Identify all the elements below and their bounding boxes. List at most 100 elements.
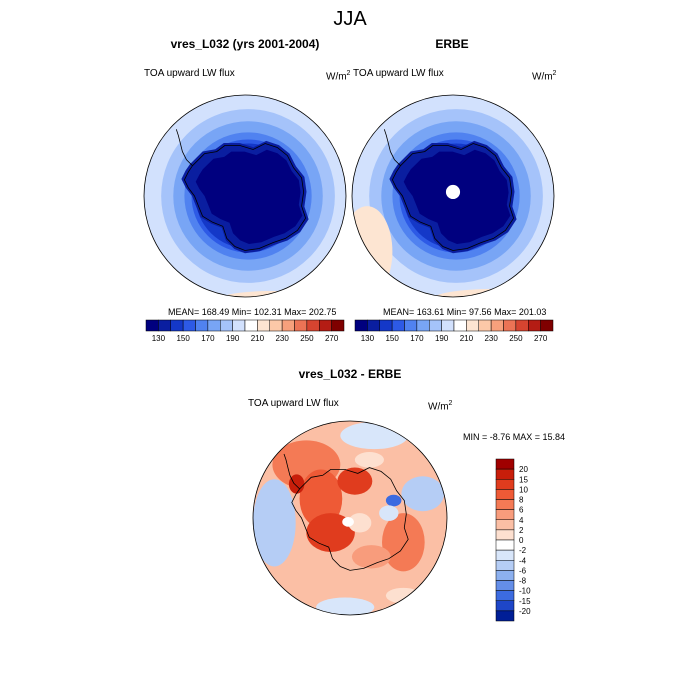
colorbar-box <box>490 319 504 332</box>
colorbar-box <box>495 570 515 581</box>
colorbar-box <box>416 319 430 332</box>
panel3-stats: MIN = -8.76 MAX = 15.84 <box>463 432 566 442</box>
coastline <box>391 143 515 251</box>
colorbar-tick-label: 250 <box>509 334 523 343</box>
contour-band <box>385 494 402 507</box>
contour-band <box>316 597 375 615</box>
map1-border <box>143 94 347 298</box>
panel1-title: vres_L032 (yrs 2001-2004) <box>170 37 320 51</box>
contour-band <box>253 479 296 567</box>
contour-band <box>342 517 354 527</box>
colorbar-box <box>281 319 295 332</box>
contour-band <box>382 513 425 572</box>
colorbar-tick-label: 6 <box>519 506 524 515</box>
panel2-units-label: W/m2 <box>532 70 557 83</box>
colorbar-box <box>354 319 368 332</box>
colorbar-box <box>515 319 529 332</box>
panel2-title: ERBE <box>435 37 469 51</box>
contour-band <box>288 474 305 494</box>
map-panel-2 <box>352 95 554 297</box>
contour-band <box>401 476 445 512</box>
panel3-title: vres_L032 - ERBE <box>298 367 402 381</box>
colorbar-box <box>495 580 515 591</box>
colorbar-box <box>495 529 515 541</box>
colorbar-tick-label: 0 <box>519 536 524 545</box>
colorbar-box <box>495 549 515 561</box>
colorbar-box <box>495 519 515 531</box>
colorbar-tick-label: 250 <box>300 334 314 343</box>
panel1-units-label: W/m2 <box>326 70 351 83</box>
colorbar-tick-label: -15 <box>519 597 531 606</box>
contour-band <box>340 421 409 450</box>
contour-band <box>195 149 303 244</box>
colorbar-tick-label: -6 <box>519 566 527 575</box>
colorbar-tick-label: -10 <box>519 587 531 596</box>
colorbar-box <box>540 319 554 332</box>
contour-band <box>354 452 384 468</box>
colorbar-tick-label: -20 <box>519 607 531 616</box>
colorbar-box <box>495 489 515 500</box>
colorbar-tick-label: 190 <box>435 334 449 343</box>
contour-band <box>337 467 373 495</box>
map2-border <box>351 94 555 298</box>
colorbar-box <box>232 319 246 332</box>
colorbar-tick-label: 190 <box>226 334 240 343</box>
colorbar-box <box>170 319 184 332</box>
map-panel-1 <box>144 95 346 297</box>
colorbar-box <box>495 458 515 470</box>
contour-band <box>432 288 554 297</box>
colorbar-box <box>220 319 233 332</box>
colorbar-tick-label: 4 <box>519 516 524 525</box>
colorbar-tick-label: 170 <box>410 334 424 343</box>
colorbar-box <box>269 319 283 332</box>
contour-band <box>299 469 343 528</box>
colorbar-box <box>244 319 258 332</box>
panel3-units-label: W/m2 <box>428 400 453 413</box>
colorbar-tick-label: 130 <box>361 334 375 343</box>
panel1-field-label: TOA upward LW flux <box>144 68 235 79</box>
coastline <box>291 467 409 571</box>
colorbar-tick-label: 10 <box>519 485 528 494</box>
colorbar-box <box>145 319 159 332</box>
colorbar-box <box>495 468 515 480</box>
colorbar-box <box>503 319 517 332</box>
colorbar-box <box>158 319 171 332</box>
colorbar-box <box>466 319 479 332</box>
colorbar-box <box>528 319 541 332</box>
contour-band <box>385 587 421 604</box>
colorbar-box <box>404 319 418 332</box>
colorbar-box <box>495 590 515 601</box>
colorbar-tick-label: -4 <box>519 556 527 565</box>
colorbar-tick-label: 270 <box>534 334 548 343</box>
colorbar-tick-label: 230 <box>484 334 498 343</box>
colorbar-box <box>207 319 221 332</box>
colorbar-box <box>495 509 515 520</box>
missing-data-hole <box>445 184 461 200</box>
colorbar-tick-label: 170 <box>201 334 215 343</box>
colorbar-tick-label: 8 <box>519 496 524 505</box>
colorbar-tick-label: -2 <box>519 546 527 555</box>
contour-band <box>379 505 399 521</box>
colorbar-box <box>195 319 209 332</box>
colorbar-tick-label: 210 <box>460 334 474 343</box>
colorbar-box <box>441 319 455 332</box>
colorbar-tick-label: 150 <box>176 334 190 343</box>
contour-band <box>352 206 393 297</box>
colorbar-tick-label: 230 <box>275 334 289 343</box>
colorbar-box <box>294 319 308 332</box>
colorbar-tick-label: 150 <box>385 334 399 343</box>
colorbar-2: 130 150 170 190 210 230 250 270 <box>354 319 554 343</box>
colorbar-box <box>367 319 380 332</box>
colorbar-box <box>429 319 442 332</box>
colorbar-box <box>495 539 515 551</box>
colorbar-box <box>478 319 492 332</box>
coastline <box>383 129 401 166</box>
map-panel-3 <box>253 421 447 615</box>
colorbar-box <box>495 499 515 510</box>
panel1-stats: MEAN= 168.49 Min= 102.31 Max= 202.75 <box>168 307 337 317</box>
colorbar-box <box>331 319 345 332</box>
main-title: JJA <box>333 8 367 30</box>
colorbar-box <box>182 319 196 332</box>
colorbar-box <box>495 479 515 490</box>
